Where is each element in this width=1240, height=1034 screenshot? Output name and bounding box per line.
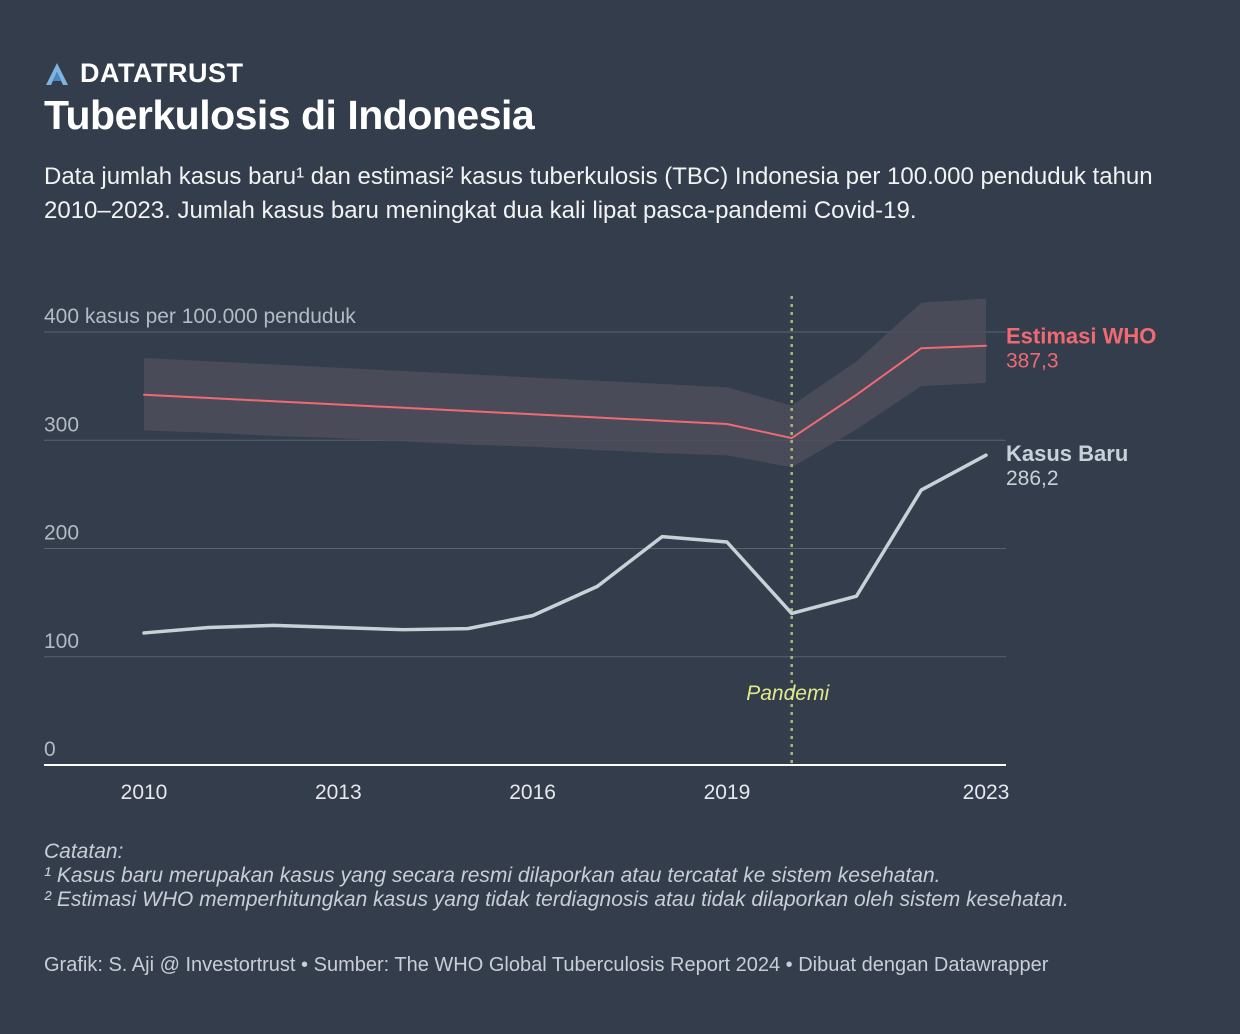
x-tick-label: 2016 (509, 781, 556, 804)
x-axis: 2010 2013 2016 2019 2023 (121, 781, 1010, 804)
confidence-band (144, 298, 986, 468)
gridlines (44, 331, 1006, 766)
chart-title: Tuberkulosis di Indonesia (44, 92, 535, 138)
x-tick-label: 2013 (315, 781, 362, 804)
notes-title: Catatan: (44, 840, 124, 863)
brand: DATATRUST (44, 58, 243, 89)
y-tick-label: 400 kasus per 100.000 penduduk (44, 305, 356, 328)
y-tick-label: 100 (44, 630, 79, 653)
chart-subtitle: Data jumlah kasus baru¹ dan estimasi² ka… (44, 163, 1153, 224)
y-axis: 400 kasus per 100.000 penduduk 300 200 100 0 (44, 305, 356, 761)
x-tick-label: 2023 (963, 781, 1010, 804)
cases-end-value: 286,2 (1006, 467, 1059, 490)
pandemic-label: Pandemi (746, 682, 830, 705)
credits: Grafik: S. Aji @ Investortrust • Sumber:… (44, 954, 1049, 976)
estimate-line (143, 344, 987, 440)
y-tick-label: 200 (44, 522, 79, 545)
pandemic-annotation: Pandemi (746, 296, 830, 765)
y-tick-label: 300 (44, 413, 79, 436)
estimate-series-label: Estimasi WHO (1006, 324, 1156, 349)
note-1: ¹ Kasus baru merupakan kasus yang secara… (44, 864, 941, 887)
note-2: ² Estimasi WHO memperhitungkan kasus yan… (44, 888, 1069, 911)
series-lines (142, 344, 988, 635)
chart-notes: Catatan: ¹ Kasus baru merupakan kasus ya… (44, 840, 1164, 912)
estimate-end-value: 387,3 (1006, 350, 1059, 373)
cases-line (142, 453, 988, 635)
x-tick-label: 2010 (121, 781, 168, 804)
cases-series-label: Kasus Baru (1006, 441, 1128, 466)
x-tick-label: 2019 (704, 781, 751, 804)
brand-name: DATATRUST (80, 58, 244, 88)
y-tick-label: 0 (44, 738, 56, 761)
brand-logo-icon (46, 62, 68, 85)
estimate-uncertainty-band (144, 298, 986, 468)
